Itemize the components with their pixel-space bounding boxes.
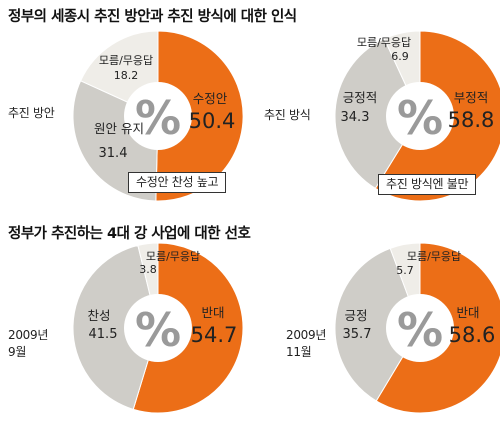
percent-symbol: % xyxy=(135,91,181,145)
pie-slice xyxy=(155,30,244,202)
slice-label: 반대 xyxy=(201,305,224,320)
slice-label: 수정안 xyxy=(193,91,228,106)
slice-label: 긍정 xyxy=(344,308,367,323)
percent-symbol: % xyxy=(135,303,181,357)
pie3-year-label: 2009년 xyxy=(8,328,49,342)
slice-value: 18.2 xyxy=(114,69,139,82)
slice-value: 6.9 xyxy=(391,50,409,63)
slice-value: 34.3 xyxy=(341,110,370,125)
percent-symbol: % xyxy=(397,303,443,357)
pie-center xyxy=(386,82,454,150)
percent-symbol: % xyxy=(397,91,443,145)
pie4-month-label: 11월 xyxy=(286,345,312,359)
slice-label: 찬성 xyxy=(87,308,110,323)
pie-center xyxy=(124,294,192,362)
slice-label: 모름/무응답 xyxy=(407,250,461,263)
slice-label: 반대 xyxy=(456,305,479,320)
slice-value: 31.4 xyxy=(99,146,128,161)
slice-value: 3.8 xyxy=(139,263,157,276)
pie1-side-label: 추진 방안 xyxy=(8,106,55,120)
pie2-callout: 추진 방식엔 불만 xyxy=(378,174,477,195)
pie2-side-label: 추진 방식 xyxy=(264,108,311,122)
slice-value: 5.7 xyxy=(396,264,414,277)
pie-center xyxy=(124,82,192,150)
slice-value: 54.7 xyxy=(191,323,238,347)
slice-value: 35.7 xyxy=(343,327,372,342)
bottom-section-title: 정부가 추진하는 4대 강 사업에 대한 선호 xyxy=(8,226,251,242)
pie-slice xyxy=(334,38,421,190)
slice-label: 부정적 xyxy=(454,90,489,105)
pie1-callout: 수정안 찬성 높고 xyxy=(128,172,227,193)
pie-chart-1: % 수정안 50.4 원안 유지 31.4 모름/무응답 18.2 xyxy=(72,30,244,202)
pie-slice xyxy=(72,244,159,410)
slice-value: 58.8 xyxy=(448,108,495,132)
slice-label: 모름/무응답 xyxy=(99,54,153,67)
pie3-month-label: 9월 xyxy=(8,345,27,359)
slice-label: 긍정적 xyxy=(343,90,378,105)
top-section-title: 정부의 세종시 추진 방안과 추진 방식에 대한 인식 xyxy=(8,9,297,25)
pie4-year-label: 2009년 xyxy=(286,328,327,342)
slice-label: 모름/무응답 xyxy=(357,36,411,49)
pie-slice xyxy=(334,247,421,402)
slice-value: 58.6 xyxy=(449,323,496,347)
slice-value: 50.4 xyxy=(189,109,236,133)
slice-value: 41.5 xyxy=(89,327,118,342)
pie-center xyxy=(386,294,454,362)
slice-label: 모름/무응답 xyxy=(146,250,200,263)
slice-label: 원안 유지 xyxy=(94,121,144,136)
